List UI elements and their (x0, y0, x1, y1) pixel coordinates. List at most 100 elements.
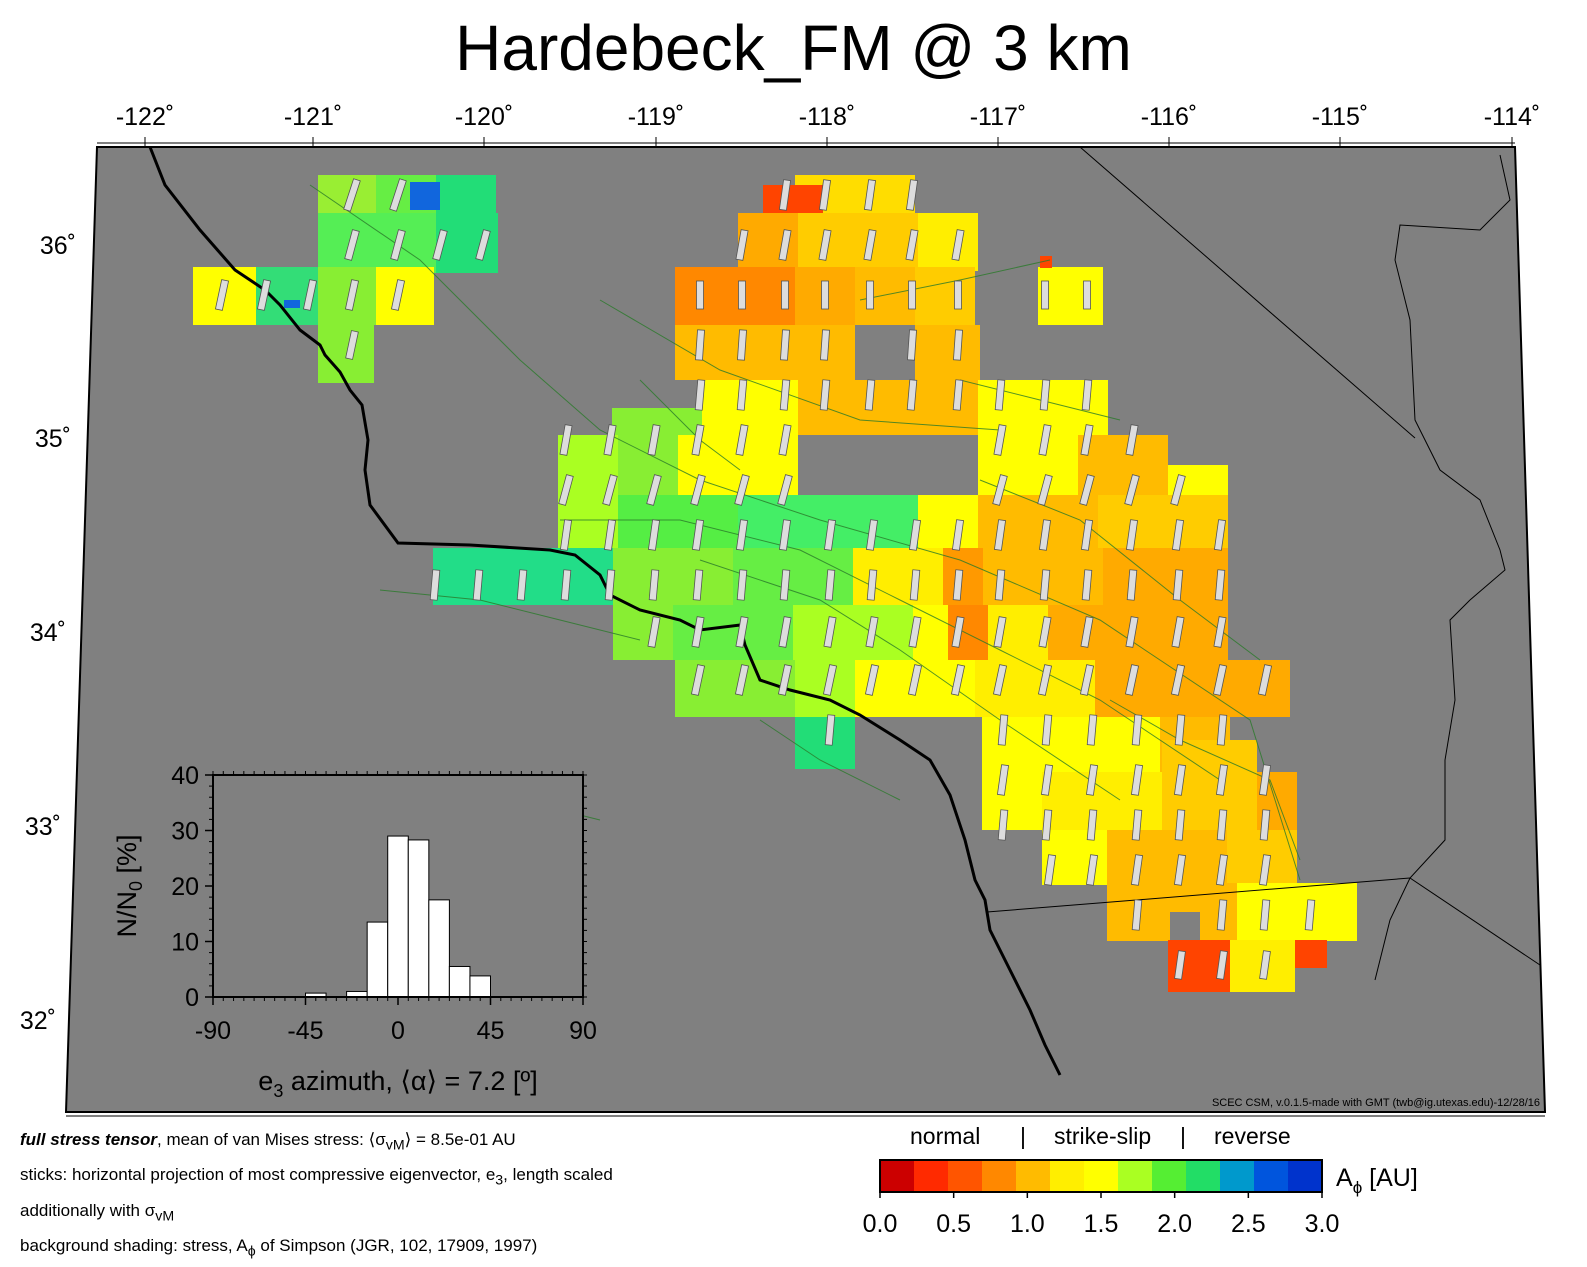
stress-stick (647, 616, 661, 648)
stress-stick (781, 280, 789, 310)
stress-stick (996, 764, 1010, 796)
colorbar: 0.0 0.5 1.0 1.5 2.0 2.5 3.0 (863, 1159, 1339, 1238)
stress-stick (691, 424, 705, 456)
stress-cell (618, 495, 738, 550)
stress-stick (602, 474, 618, 506)
stress-stick (1079, 664, 1095, 696)
stress-stick (778, 519, 792, 551)
stress-stick (1171, 616, 1185, 648)
colorbar-label: Aϕ [AU] (1336, 1164, 1418, 1197)
caption-sub4: ϕ (247, 1243, 256, 1260)
stress-stick (824, 714, 836, 746)
stress-stick (777, 664, 793, 696)
stress-stick (691, 519, 705, 551)
colorbar-swatch (1152, 1160, 1187, 1192)
stress-stick (604, 569, 616, 601)
stress-stick (737, 329, 747, 361)
stress-stick (778, 179, 792, 211)
stress-stick (1214, 569, 1226, 601)
stress-stick (823, 519, 837, 551)
stress-stick (1130, 854, 1144, 886)
stress-stick (475, 229, 491, 261)
lon-label: -122˚ (116, 103, 174, 131)
stress-stick (1213, 616, 1227, 648)
stress-stick (1085, 764, 1099, 796)
stress-stick (647, 519, 661, 551)
stress-stick (993, 616, 1007, 648)
stress-stick (214, 279, 230, 311)
stress-stick (344, 229, 360, 261)
stress-stick (1086, 714, 1098, 746)
caption-sub3: vM (155, 1208, 175, 1225)
lon-label: -114˚ (1484, 103, 1541, 131)
stress-stick (734, 474, 750, 506)
stress-stick (429, 569, 441, 601)
histogram-bar (469, 975, 492, 998)
colorbar-swatch (1186, 1160, 1221, 1192)
stress-stick (909, 569, 921, 601)
stress-stick (1080, 616, 1094, 648)
cat-sep-1: | (1020, 1123, 1026, 1149)
stress-stick (1215, 854, 1229, 886)
stress-stick (1213, 519, 1227, 551)
stress-stick (1212, 664, 1228, 696)
stress-stick (822, 664, 838, 696)
stress-stick (1258, 854, 1272, 886)
stress-stick (736, 569, 748, 601)
stress-stick (1081, 569, 1093, 601)
stress-stick (951, 519, 965, 551)
stress-stick (1080, 424, 1094, 456)
river-trace (1374, 154, 1511, 981)
stress-cell (436, 213, 498, 273)
stress-cell (1078, 435, 1168, 495)
hist-xtick-label: -45 (287, 1017, 323, 1045)
frame-ticks (66, 142, 1545, 1117)
stress-stick (907, 329, 917, 361)
stress-stick (1173, 764, 1187, 796)
stress-stick (1170, 474, 1186, 506)
stress-stick (345, 330, 359, 360)
lon-label: -117˚ (970, 103, 1027, 131)
stress-stick (864, 379, 876, 411)
stress-stick (1041, 280, 1049, 310)
stress-cell (913, 605, 953, 660)
colorbar-swatch (982, 1160, 1017, 1192)
stress-stick (1037, 664, 1053, 696)
stress-stick (692, 569, 704, 601)
colorbar-swatch (1084, 1160, 1119, 1192)
stress-stick (778, 616, 792, 648)
stress-cell (798, 435, 978, 495)
stress-stick (818, 229, 832, 261)
stress-stick (1174, 809, 1186, 841)
credit-text: SCEC CSM, v.0.1.5-made with GMT (twb@ig.… (1212, 1097, 1540, 1109)
stress-stick (390, 229, 406, 261)
caption-sub2: 3 (495, 1172, 504, 1189)
stress-stick (735, 424, 749, 456)
stress-stick (1171, 519, 1185, 551)
lat-label: 36˚ (40, 232, 76, 260)
stress-stick (1039, 379, 1051, 411)
stress-stick (778, 424, 792, 456)
colorbar-swatch (948, 1160, 983, 1192)
stress-cell (673, 605, 793, 660)
stress-cell (855, 267, 915, 325)
lon-label: -121˚ (284, 103, 342, 131)
stress-stick (905, 229, 919, 261)
lat-label: 33˚ (25, 813, 61, 841)
stress-stick (952, 379, 964, 411)
hist-ytick-label: 40 (171, 762, 199, 790)
stress-stick (865, 519, 879, 551)
colorbar-swatch (880, 1160, 915, 1192)
stress-stick (1038, 424, 1052, 456)
colorbar-tick-label: 0.0 (863, 1210, 898, 1238)
lon-label: -119˚ (628, 103, 685, 131)
histogram-bar (448, 965, 471, 998)
stress-cell (318, 267, 376, 325)
stress-stick (950, 664, 966, 696)
stress-stick (951, 616, 965, 648)
stress-stick (1124, 664, 1140, 696)
stress-stick (1131, 714, 1143, 746)
stress-cell (915, 267, 975, 325)
lon-label: -118˚ (799, 103, 856, 131)
